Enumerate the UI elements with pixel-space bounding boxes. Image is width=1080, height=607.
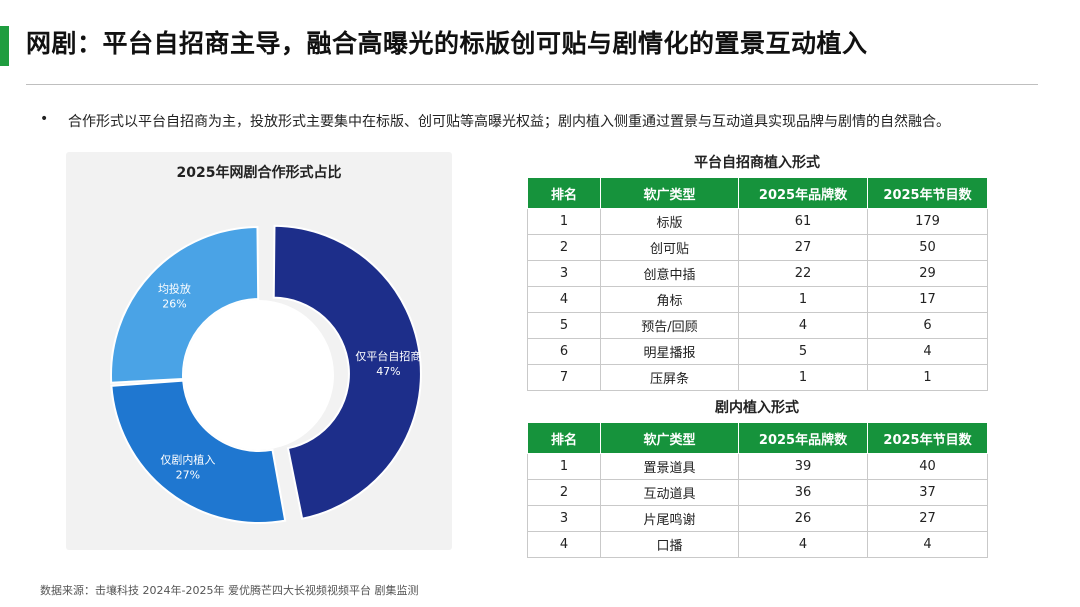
table-row: 3 创意中插 22 29 xyxy=(527,260,988,287)
table-cell: 6 xyxy=(527,338,601,365)
table2-column-header: 2025年节目数 xyxy=(867,422,988,454)
table-cell: 40 xyxy=(867,453,988,480)
table-row: 5 预告/回顾 4 6 xyxy=(527,312,988,339)
table-cell: 5 xyxy=(527,312,601,339)
table-cell: 明星播报 xyxy=(600,338,739,365)
slice-value-label: 47% xyxy=(376,365,400,378)
table-cell: 179 xyxy=(867,208,988,235)
table1-column-header: 软广类型 xyxy=(600,177,739,209)
table-cell: 26 xyxy=(738,505,868,532)
table-row: 4 角标 1 17 xyxy=(527,286,988,313)
donut-hole xyxy=(184,300,334,450)
data-source-footnote: 数据来源：击壤科技 2024年-2025年 爱优腾芒四大长视频视频平台 剧集监测 xyxy=(40,584,419,597)
slice-label: 仅剧内植入 xyxy=(160,453,215,467)
table-row: 2 创可贴 27 50 xyxy=(527,234,988,261)
table-cell: 6 xyxy=(867,312,988,339)
bullet-dot-icon: • xyxy=(40,111,49,127)
table-cell: 4 xyxy=(527,286,601,313)
table-cell: 17 xyxy=(867,286,988,313)
donut-slice xyxy=(110,379,287,524)
table-row: 3 片尾鸣谢 26 27 xyxy=(527,505,988,532)
table-cell: 4 xyxy=(867,531,988,558)
table1-header-row: 排名 软广类型 2025年品牌数 2025年节目数 xyxy=(527,177,988,209)
table-cell: 2 xyxy=(527,234,601,261)
table-cell: 互动道具 xyxy=(600,479,739,506)
table-cell: 置景道具 xyxy=(600,453,739,480)
table1-column-header: 排名 xyxy=(527,177,601,209)
table-cell: 22 xyxy=(738,260,868,287)
table-cell: 1 xyxy=(867,364,988,391)
title-accent-bar xyxy=(0,26,9,66)
table-cell: 5 xyxy=(738,338,868,365)
summary-text: 合作形式以平台自招商为主，投放形式主要集中在标版、创可贴等高曝光权益；剧内植入侧… xyxy=(68,114,950,130)
table-cell: 50 xyxy=(867,234,988,261)
slice-value-label: 26% xyxy=(162,298,186,311)
chart-title: 2025年网剧合作形式占比 xyxy=(176,165,342,181)
donut-chart: 仅平台自招商 47% 仅剧内植入 27% 均投放 26% xyxy=(110,224,422,524)
table-cell: 片尾鸣谢 xyxy=(600,505,739,532)
table-cell: 36 xyxy=(738,479,868,506)
table-cell: 39 xyxy=(738,453,868,480)
donut-chart-card: 2025年网剧合作形式占比 仅平台自招商 47% 仅剧内植入 27% 均投放 26% xyxy=(66,152,452,550)
table-cell: 3 xyxy=(527,260,601,287)
table-cell: 29 xyxy=(867,260,988,287)
table1: 排名 软广类型 2025年品牌数 2025年节目数 1 标版 61 179 2 创可贴 27 50 3… xyxy=(527,177,988,391)
table2-column-header: 软广类型 xyxy=(600,422,739,454)
table-cell: 27 xyxy=(867,505,988,532)
table-cell: 27 xyxy=(738,234,868,261)
table-cell: 3 xyxy=(527,505,601,532)
table-cell: 创意中插 xyxy=(600,260,739,287)
table1-title: 平台自招商植入形式 xyxy=(694,155,820,171)
table-cell: 1 xyxy=(738,364,868,391)
table-row: 6 明星播报 5 4 xyxy=(527,338,988,365)
table2-header-row: 排名 软广类型 2025年品牌数 2025年节目数 xyxy=(527,422,988,454)
title-divider xyxy=(26,84,1038,85)
table-cell: 1 xyxy=(527,208,601,235)
table-cell: 创可贴 xyxy=(600,234,739,261)
table-cell: 2 xyxy=(527,479,601,506)
slice-label: 均投放 xyxy=(158,282,191,296)
table1-column-header: 2025年品牌数 xyxy=(738,177,868,209)
table-cell: 4 xyxy=(867,338,988,365)
table2-title: 剧内植入形式 xyxy=(715,400,799,416)
table-row: 2 互动道具 36 37 xyxy=(527,479,988,506)
table-cell: 压屏条 xyxy=(600,364,739,391)
table-cell: 1 xyxy=(527,453,601,480)
slice-label: 仅平台自招商 xyxy=(355,349,421,363)
donut-slice xyxy=(110,225,260,384)
table-cell: 预告/回顾 xyxy=(600,312,739,339)
table-row: 1 标版 61 179 xyxy=(527,208,988,235)
table-cell: 1 xyxy=(738,286,868,313)
table-cell: 4 xyxy=(527,531,601,558)
slice-value-label: 27% xyxy=(176,469,200,482)
table-cell: 7 xyxy=(527,364,601,391)
table-cell: 4 xyxy=(738,531,868,558)
donut-slice xyxy=(272,224,422,520)
table1-column-header: 2025年节目数 xyxy=(867,177,988,209)
table2-column-header: 排名 xyxy=(527,422,601,454)
table-cell: 口播 xyxy=(600,531,739,558)
table-row: 1 置景道具 39 40 xyxy=(527,453,988,480)
table-cell: 61 xyxy=(738,208,868,235)
page-title: 网剧：平台自招商主导，融合高曝光的标版创可贴与剧情化的置景互动植入 xyxy=(26,29,868,58)
table-cell: 37 xyxy=(867,479,988,506)
table2: 排名 软广类型 2025年品牌数 2025年节目数 1 置景道具 39 40 2 互动道具 36 3… xyxy=(527,422,988,558)
table2-column-header: 2025年品牌数 xyxy=(738,422,868,454)
table-cell: 4 xyxy=(738,312,868,339)
table-row: 7 压屏条 1 1 xyxy=(527,364,988,391)
table-cell: 标版 xyxy=(600,208,739,235)
table-cell: 角标 xyxy=(600,286,739,313)
table-row: 4 口播 4 4 xyxy=(527,531,988,558)
